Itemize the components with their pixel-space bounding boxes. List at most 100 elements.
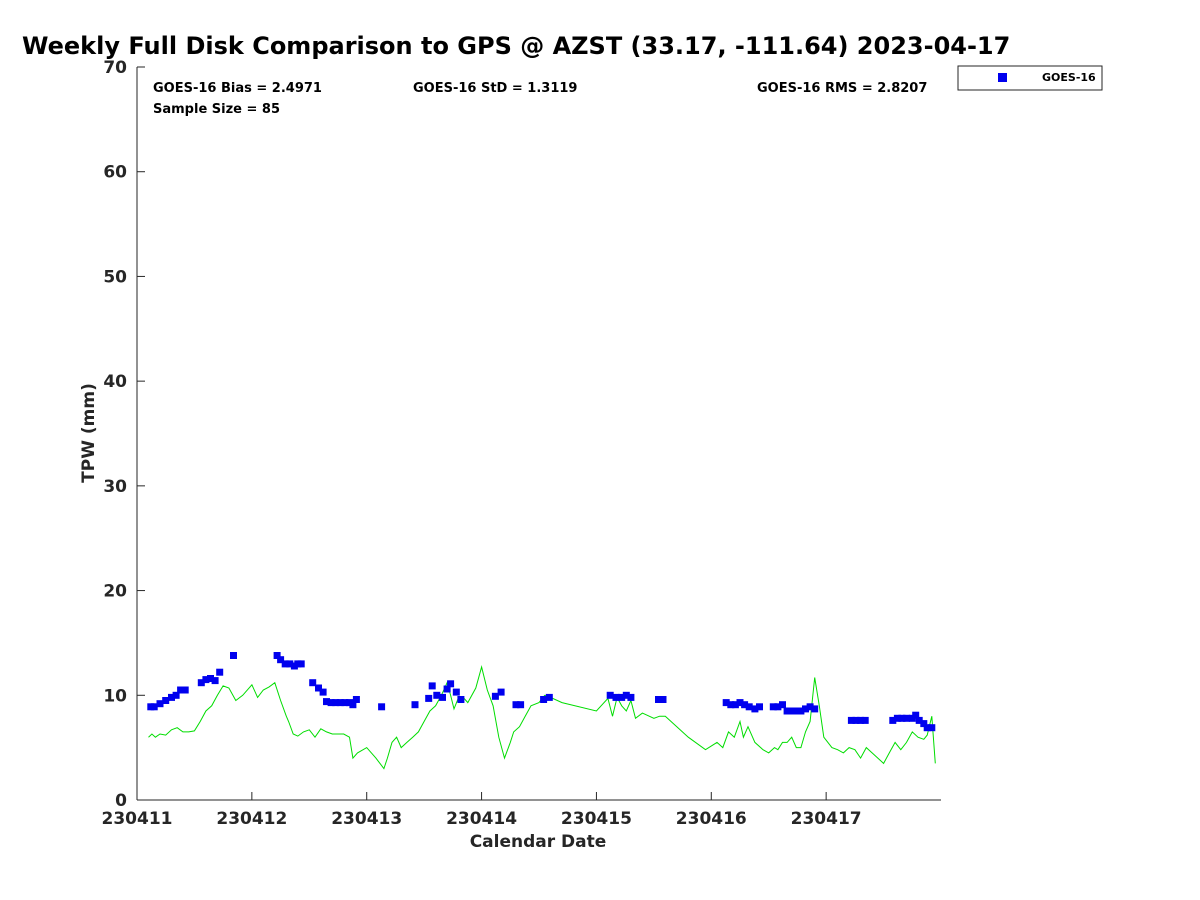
goes16-point [332,699,340,707]
goes16-point [150,703,158,711]
legend-label-goes16: GOES-16 [1042,71,1096,84]
x-tick-label: 230416 [676,809,747,829]
y-tick-label: 50 [103,267,127,287]
chart-title: Weekly Full Disk Comparison to GPS @ AZS… [22,32,1010,60]
goes16-point [177,686,185,694]
goes16-point [273,652,281,659]
goes16-point [920,720,928,728]
goes16-point [452,688,460,696]
goes16-point [433,691,441,699]
goes16-point [517,701,525,709]
goes16-point [783,707,791,715]
goes16-point [774,703,782,711]
plot-area [137,67,941,800]
y-tick-label: 20 [103,582,127,602]
goes16-point [722,699,730,707]
goes16-point [425,694,433,702]
goes16-point [512,701,520,709]
y-tick-label: 30 [103,477,127,497]
goes16-point [792,707,800,715]
y-tick-label: 70 [103,58,127,78]
goes16-point [497,688,505,696]
goes16-point [847,716,855,724]
goes16-point [779,701,786,709]
goes16-point [172,691,180,699]
goes16-point [439,693,446,701]
goes16-point [741,701,749,709]
goes16-point [545,693,553,701]
goes16-point [323,698,330,706]
gps-series-line [148,665,936,770]
goes16-point [923,724,931,732]
goes16-point [168,693,175,701]
goes16-point [341,699,349,707]
goes16-point [903,714,910,722]
rms-stat: GOES-16 RMS = 2.8207 [757,81,927,96]
x-tick-label: 230413 [331,809,402,829]
goes16-point [912,711,920,719]
goes16-point [457,696,465,703]
goes16-point [727,701,735,709]
goes16-point [309,679,317,687]
goes16-point [540,696,548,703]
goes16-point [731,701,739,709]
x-tick-label: 230412 [216,809,287,829]
goes16-point [622,691,630,699]
goes16-point [769,703,777,711]
goes16-point [915,716,923,724]
x-axis-label: Calendar Date [470,832,607,852]
y-tick-label: 0 [115,791,127,811]
goes16-point [216,668,224,676]
goes16-point [428,682,436,690]
goes16-point [443,685,451,693]
legend: GOES-16 [957,65,1103,91]
goes16-point [802,705,809,713]
x-tick-label: 230417 [791,809,862,829]
goes16-point [627,693,635,701]
goes16-point [618,693,626,701]
goes16-point [751,705,759,713]
goes16-point [336,699,344,707]
goes16-point [756,703,763,711]
std-stat: GOES-16 StD = 1.3119 [413,81,577,96]
goes16-point [327,699,335,707]
goes16-point [349,701,357,709]
y-tick-label: 60 [103,163,127,183]
goes16-point [857,716,865,724]
x-tick-label: 230411 [102,809,173,829]
goes16-point [659,696,667,703]
goes16-point [197,679,205,687]
goes16-point [606,691,614,699]
goes16-point [612,693,620,701]
goes16-point [447,680,455,688]
goes16-point [277,656,285,664]
goes16-point [811,705,819,713]
goes16-point [491,692,499,700]
goes16-point [788,707,796,715]
goes16-point [297,660,305,668]
x-tick-label: 230414 [446,809,517,829]
goes16-point [797,707,805,715]
goes16-point [207,675,214,682]
goes16-point [745,703,753,711]
goes16-point [889,716,897,724]
goes16-point [181,686,189,694]
sample-size-stat: Sample Size = 85 [153,102,280,117]
goes16-point [156,700,164,708]
x-axis-ticks: 230411 230412 230413 230414 230415 230416 2304… [102,792,862,829]
goes16-point [315,684,322,692]
goes16-point [736,699,744,707]
goes16-point [352,696,360,703]
goes16-point [893,714,901,722]
y-tick-label: 10 [103,686,127,706]
goes16-point [286,660,294,668]
goes16-point [411,701,419,709]
goes16-point [928,724,936,732]
goes16-point [162,697,170,704]
x-tick-label: 230415 [561,809,632,829]
bias-stat: GOES-16 Bias = 2.4971 [153,81,322,96]
goes16-point [378,703,386,711]
goes16-point [806,703,814,711]
y-tick-label: 40 [103,372,127,392]
